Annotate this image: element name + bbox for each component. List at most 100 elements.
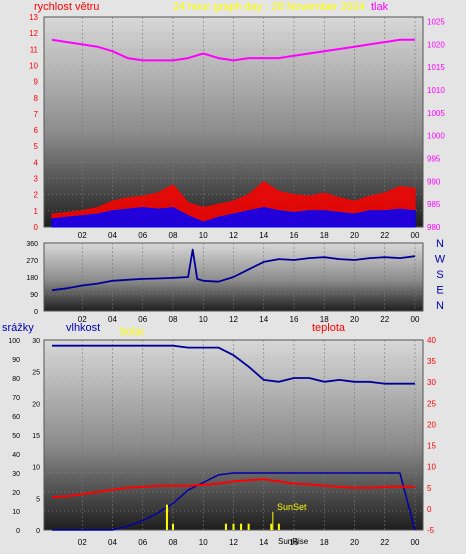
x-tick-label: 08	[169, 231, 178, 240]
rain-tick-label: 30	[32, 338, 40, 345]
y-left-tick-label: 13	[29, 13, 38, 22]
y-left-tick-label: 8	[34, 94, 39, 103]
rain-tick-label: 10	[32, 465, 40, 472]
sunset-label: SunSet	[277, 502, 307, 512]
y-right-tick-label: 1000	[427, 132, 445, 141]
y-left-tick-label: 1	[34, 207, 39, 216]
humidity-tick-label: 90	[12, 357, 20, 364]
humidity-tick-label: 60	[12, 414, 20, 421]
y-right-tick-label: 1020	[427, 40, 445, 49]
rain-tick-label: 0	[36, 528, 40, 535]
rain-bar	[270, 523, 273, 530]
sunrise-label: SunRise	[278, 537, 309, 546]
x-tick-label: 06	[138, 538, 147, 547]
rain-bar	[247, 523, 250, 530]
x-tick-label: 20	[350, 315, 359, 324]
y-left-tick-label: 9	[34, 78, 39, 87]
x-tick-label: 02	[78, 315, 87, 324]
wind-speed-label: rychlost větru	[34, 1, 99, 13]
humidity-tick-label: 40	[12, 452, 20, 459]
compass-label: N	[436, 300, 444, 312]
solar-series	[52, 472, 416, 531]
x-tick-label: 00	[411, 231, 420, 240]
y-left-tick-label: 4	[34, 158, 39, 167]
x-tick-label: 22	[380, 538, 389, 547]
x-tick-label: 04	[108, 315, 117, 324]
x-tick-label: 20	[350, 538, 359, 547]
rain-label: srážky	[2, 322, 34, 334]
x-tick-label: 14	[259, 315, 268, 324]
rain-bar	[172, 523, 174, 530]
x-tick-label: 00	[411, 315, 420, 324]
wind-low-series	[51, 207, 416, 228]
temperature-tick-label: 5	[427, 484, 432, 493]
compass-label: N	[436, 238, 444, 250]
y-right-tick-label: 980	[427, 223, 441, 232]
rain-tick-label: 25	[32, 370, 40, 377]
x-tick-label: 02	[78, 231, 87, 240]
rain-bar	[165, 504, 168, 530]
x-tick-label: 20	[350, 231, 359, 240]
temperature-tick-label: 40	[427, 336, 436, 345]
y-left-tick-label: 6	[34, 126, 39, 135]
rain-bar	[232, 523, 235, 530]
x-tick-label: 14	[259, 538, 268, 547]
y-right-tick-label: 1005	[427, 109, 445, 118]
x-tick-label: 12	[229, 231, 238, 240]
humidity-tick-label: 100	[8, 338, 20, 345]
rain-bar	[240, 523, 243, 530]
graph-title: 24 hour graph day : 28 November 2024	[173, 1, 365, 13]
solar-label: Solar	[119, 326, 145, 338]
compass-label: W	[435, 254, 446, 266]
x-tick-label: 16	[290, 231, 299, 240]
temperature-tick-label: 20	[427, 420, 436, 429]
pressure-series	[51, 38, 415, 62]
direction-tick-label: 90	[30, 292, 38, 299]
y-left-tick-label: 3	[34, 175, 39, 184]
x-tick-label: 10	[199, 231, 208, 240]
compass-label: S	[436, 269, 443, 281]
x-tick-label: 18	[320, 315, 329, 324]
rain-tick-label: 5	[36, 496, 40, 503]
rain-tick-label: 20	[32, 401, 40, 408]
direction-tick-label: 360	[26, 241, 38, 248]
x-tick-label: 02	[78, 538, 87, 547]
temperature-tick-label: -5	[427, 526, 435, 535]
y-left-tick-label: 7	[34, 110, 39, 119]
x-tick-label: 04	[108, 231, 117, 240]
x-tick-label: 10	[199, 315, 208, 324]
x-tick-label: 04	[108, 538, 117, 547]
x-tick-label: 22	[380, 315, 389, 324]
y-right-tick-label: 985	[427, 200, 441, 209]
y-left-tick-label: 10	[29, 61, 38, 70]
x-tick-label: 08	[169, 538, 178, 547]
temperature-tick-label: 30	[427, 378, 436, 387]
temperature-tick-label: 10	[427, 463, 436, 472]
y-right-tick-label: 1015	[427, 63, 445, 72]
x-tick-label: 10	[199, 538, 208, 547]
y-left-tick-label: 11	[30, 45, 39, 54]
pressure-label: tlak	[371, 1, 389, 13]
rain-tick-label: 15	[32, 433, 40, 440]
temperature-tick-label: 0	[427, 505, 432, 514]
rain-bar	[277, 523, 280, 530]
y-right-tick-label: 1010	[427, 86, 445, 95]
humidity-tick-label: 50	[12, 433, 20, 440]
rain-bar	[224, 523, 227, 530]
x-tick-label: 06	[138, 315, 147, 324]
humidity-tick-label: 30	[12, 471, 20, 478]
x-tick-label: 16	[290, 315, 299, 324]
temperature-series	[51, 478, 416, 499]
x-tick-label: 14	[259, 231, 268, 240]
compass-label: E	[436, 285, 443, 297]
humidity-tick-label: 20	[12, 490, 20, 497]
y-right-tick-label: 995	[427, 155, 441, 164]
direction-tick-label: 0	[34, 309, 38, 316]
humidity-tick-label: 0	[16, 528, 20, 535]
humidity-tick-label: 70	[12, 395, 20, 402]
y-left-tick-label: 2	[34, 191, 39, 200]
temperature-tick-label: 15	[427, 442, 436, 451]
x-tick-label: 18	[320, 538, 329, 547]
humidity-label: vlhkost	[66, 322, 100, 334]
